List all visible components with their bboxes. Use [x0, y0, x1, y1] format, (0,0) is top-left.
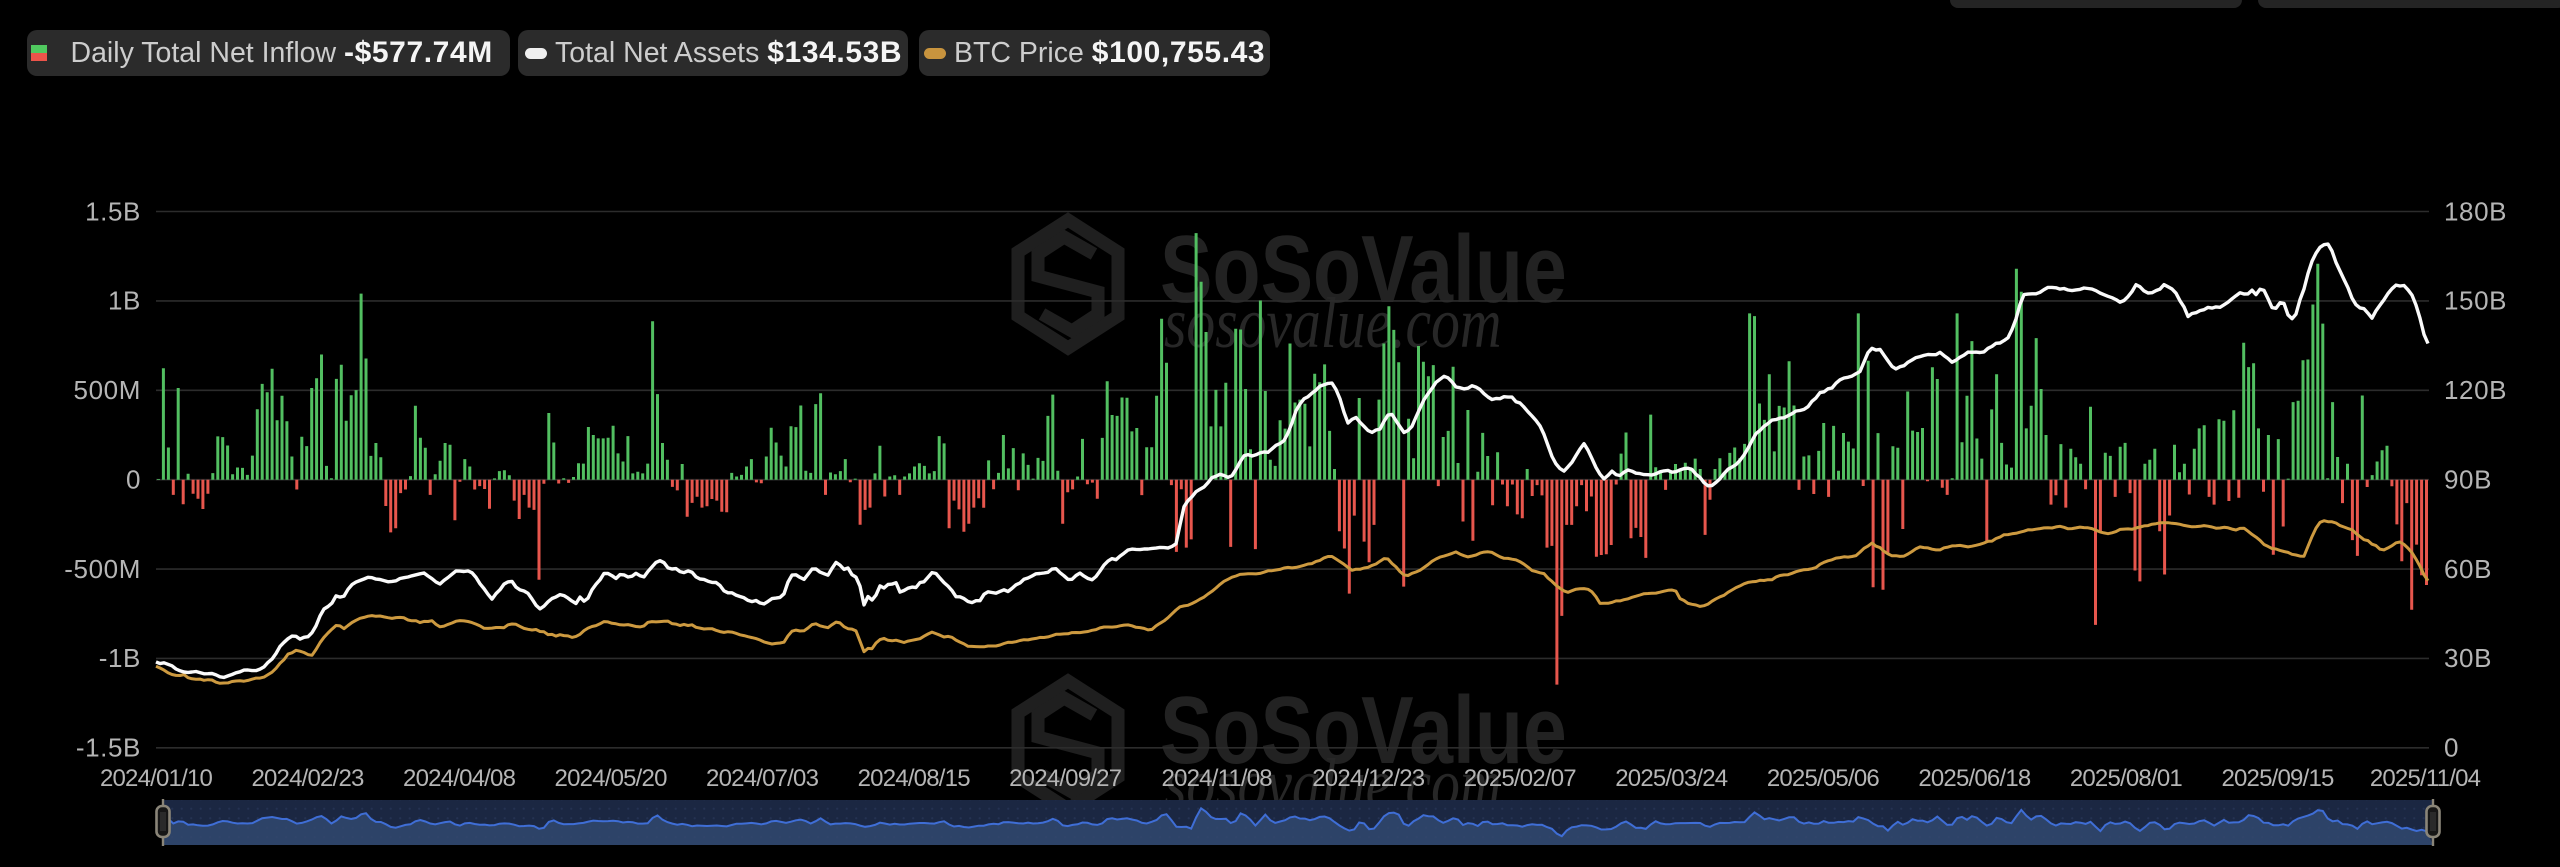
svg-text:-500M: -500M [64, 554, 141, 584]
svg-text:2024/09/27: 2024/09/27 [1009, 765, 1122, 792]
svg-text:2024/07/03: 2024/07/03 [706, 765, 819, 792]
svg-text:0: 0 [126, 465, 141, 495]
svg-text:120B: 120B [2444, 375, 2507, 405]
svg-text:1B: 1B [108, 286, 141, 316]
svg-text:SoSoValue: SoSoValue [1160, 216, 1567, 323]
svg-text:2024/11/08: 2024/11/08 [1162, 765, 1273, 792]
svg-text:180B: 180B [2444, 196, 2507, 226]
svg-text:sosovalue.com: sosovalue.com [1164, 284, 1501, 364]
svg-text:150B: 150B [2444, 286, 2507, 316]
svg-text:2024/04/08: 2024/04/08 [403, 765, 516, 792]
svg-text:2024/12/23: 2024/12/23 [1312, 765, 1425, 792]
svg-text:90B: 90B [2444, 465, 2492, 495]
svg-text:2025/11/04: 2025/11/04 [2370, 765, 2481, 792]
svg-text:30B: 30B [2444, 643, 2492, 673]
svg-text:2024/05/20: 2024/05/20 [555, 765, 668, 792]
svg-text:2025/05/06: 2025/05/06 [1767, 765, 1880, 792]
svg-text:500M: 500M [74, 375, 141, 405]
svg-text:2025/02/07: 2025/02/07 [1464, 765, 1577, 792]
svg-text:-1B: -1B [99, 643, 141, 673]
svg-text:2024/01/10: 2024/01/10 [100, 765, 213, 792]
svg-text:-1.5B: -1.5B [76, 733, 141, 763]
svg-text:1.5B: 1.5B [85, 196, 141, 226]
svg-text:2025/06/18: 2025/06/18 [1918, 765, 2031, 792]
svg-text:SoSoValue: SoSoValue [1160, 677, 1567, 784]
svg-text:2024/02/23: 2024/02/23 [251, 765, 364, 792]
svg-text:2024/08/15: 2024/08/15 [858, 765, 971, 792]
svg-text:2025/09/15: 2025/09/15 [2221, 765, 2334, 792]
svg-text:2025/03/24: 2025/03/24 [1615, 765, 1728, 792]
svg-text:0: 0 [2444, 733, 2459, 763]
svg-text:2025/08/01: 2025/08/01 [2070, 765, 2183, 792]
svg-text:60B: 60B [2444, 554, 2492, 584]
